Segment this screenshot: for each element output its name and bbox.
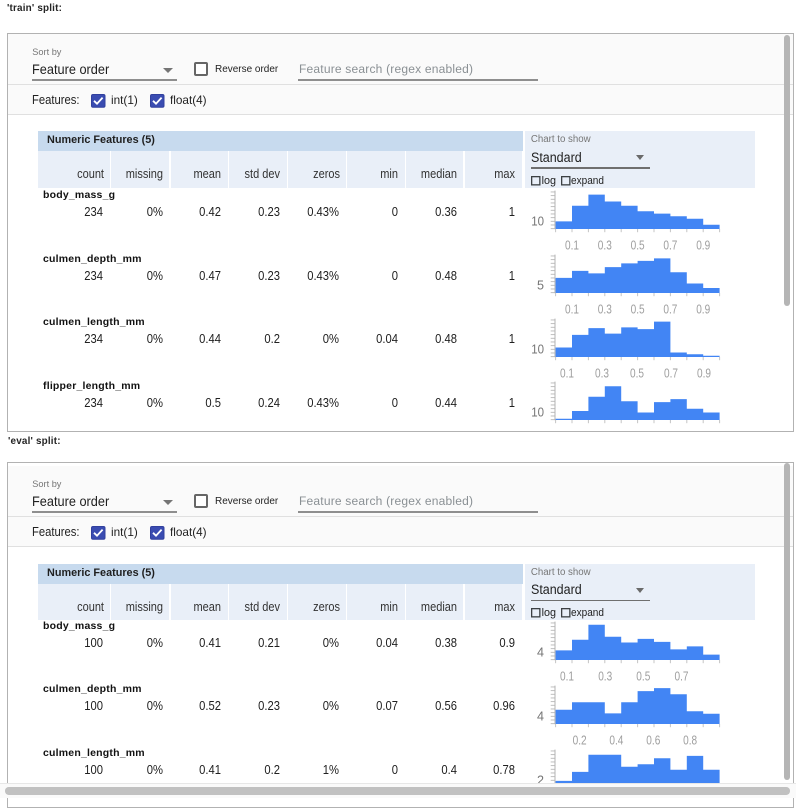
svg-text:0.5: 0.5 bbox=[636, 670, 650, 682]
svg-text:10: 10 bbox=[531, 341, 544, 356]
svg-text:0.4: 0.4 bbox=[609, 734, 623, 746]
svg-text:0.5: 0.5 bbox=[631, 239, 645, 251]
svg-text:2: 2 bbox=[537, 772, 544, 787]
svg-text:4: 4 bbox=[537, 708, 544, 723]
svg-text:5: 5 bbox=[537, 278, 544, 293]
svg-text:4: 4 bbox=[537, 645, 544, 660]
svg-text:0.7: 0.7 bbox=[663, 239, 677, 251]
svg-text:10: 10 bbox=[531, 214, 544, 229]
svg-text:0.3: 0.3 bbox=[598, 239, 612, 251]
svg-text:0.9: 0.9 bbox=[696, 303, 710, 315]
svg-text:0.1: 0.1 bbox=[560, 367, 574, 379]
svg-text:0.8: 0.8 bbox=[683, 734, 697, 746]
svg-text:0.9: 0.9 bbox=[697, 367, 711, 379]
svg-text:0.6: 0.6 bbox=[646, 734, 660, 746]
svg-text:0.5: 0.5 bbox=[631, 303, 645, 315]
svg-text:0.3: 0.3 bbox=[598, 670, 612, 682]
svg-text:0.3: 0.3 bbox=[598, 303, 612, 315]
svg-text:0.9: 0.9 bbox=[696, 239, 710, 251]
svg-text:0.3: 0.3 bbox=[595, 367, 609, 379]
svg-text:0.7: 0.7 bbox=[663, 303, 677, 315]
svg-text:0.1: 0.1 bbox=[560, 670, 574, 682]
svg-text:10: 10 bbox=[531, 405, 544, 420]
svg-text:0.2: 0.2 bbox=[573, 734, 587, 746]
svg-text:0.7: 0.7 bbox=[664, 367, 678, 379]
svg-text:0.1: 0.1 bbox=[565, 239, 579, 251]
svg-text:0.1: 0.1 bbox=[565, 303, 579, 315]
svg-text:0.7: 0.7 bbox=[675, 670, 689, 682]
svg-text:0.5: 0.5 bbox=[630, 367, 644, 379]
